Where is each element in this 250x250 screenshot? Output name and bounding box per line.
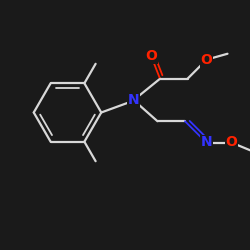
Text: O: O bbox=[225, 136, 237, 149]
Text: N: N bbox=[128, 93, 140, 107]
Text: O: O bbox=[145, 49, 157, 63]
Text: O: O bbox=[200, 53, 212, 67]
Text: N: N bbox=[200, 136, 212, 149]
